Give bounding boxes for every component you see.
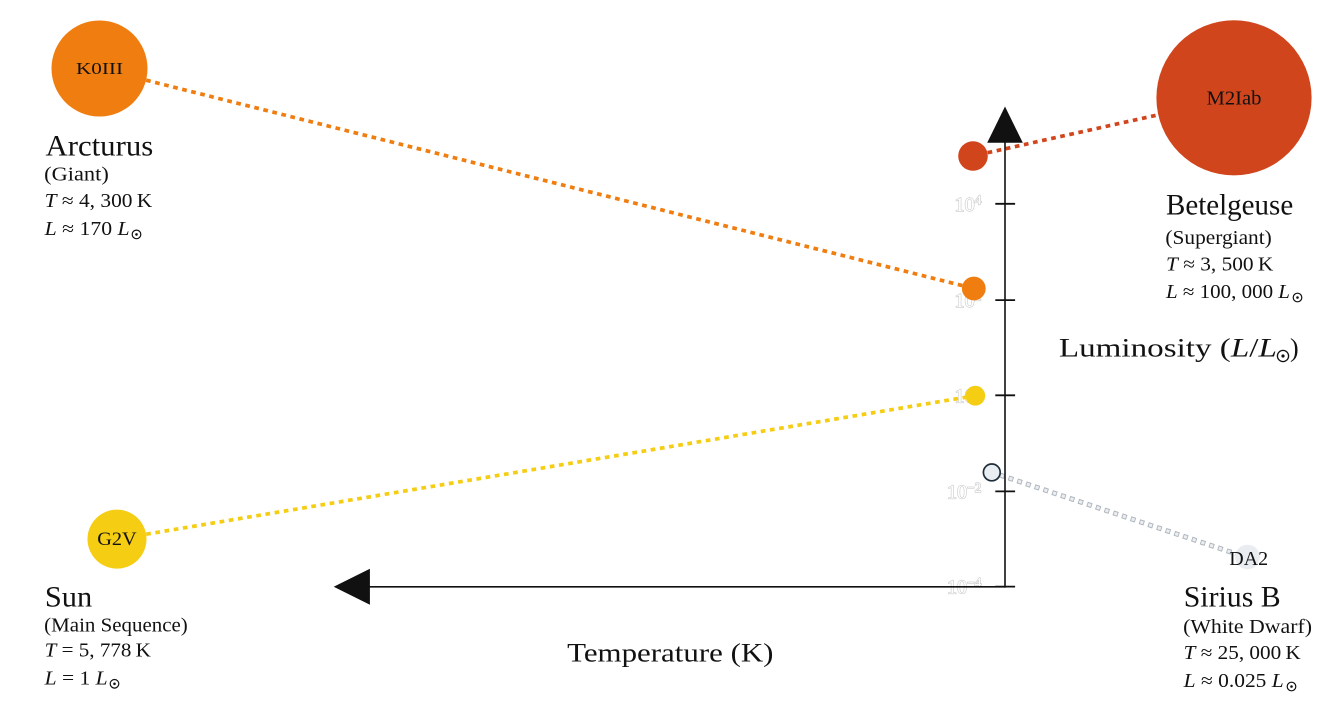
svg-text:T ≈ 4, 300 K: T ≈ 4, 300 K <box>45 191 153 212</box>
svg-text:Betelgeuse: Betelgeuse <box>1166 188 1293 221</box>
svg-text:): ) <box>1290 334 1299 363</box>
svg-text:(Supergiant): (Supergiant) <box>1165 228 1271 249</box>
svg-text:L ≈ 170 L: L ≈ 170 L <box>43 219 129 240</box>
svg-text:L ≈ 100, 000 L: L ≈ 100, 000 L <box>1165 282 1290 303</box>
svg-text:L = 1 L: L = 1 L <box>43 668 107 689</box>
svg-text:T ≈ 25, 000 K: T ≈ 25, 000 K <box>1184 643 1301 664</box>
svg-text:(White Dwarf): (White Dwarf) <box>1183 617 1312 638</box>
svg-text:104: 104 <box>955 193 982 217</box>
svg-text:L ≈ 0.025 L: L ≈ 0.025 L <box>1183 671 1284 692</box>
svg-text:Sirius B: Sirius B <box>1184 581 1281 614</box>
svg-text:Arcturus: Arcturus <box>46 129 154 162</box>
svg-text:DA2: DA2 <box>1229 548 1268 570</box>
svg-text:Temperature (K): Temperature (K) <box>567 639 773 668</box>
svg-text:Luminosity (L/L: Luminosity (L/L <box>1059 334 1277 363</box>
svg-text:Sun: Sun <box>45 581 92 614</box>
svg-text:K0III: K0III <box>76 59 123 78</box>
svg-text:(Main Sequence): (Main Sequence) <box>44 615 188 636</box>
svg-text:T ≈ 3, 500 K: T ≈ 3, 500 K <box>1166 254 1273 275</box>
svg-text:G2V: G2V <box>97 529 137 550</box>
svg-text:(Giant): (Giant) <box>44 164 109 185</box>
svg-text:M2Iab: M2Iab <box>1207 87 1262 109</box>
svg-text:10−2: 10−2 <box>947 480 981 504</box>
svg-text:T = 5, 778 K: T = 5, 778 K <box>45 640 151 661</box>
